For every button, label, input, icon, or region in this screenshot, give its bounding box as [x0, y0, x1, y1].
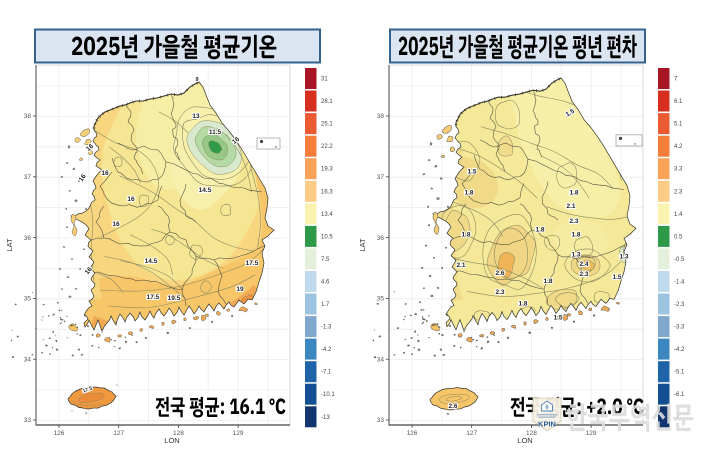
svg-text:-4.2: -4.2 [674, 347, 685, 353]
svg-text:LON: LON [164, 436, 179, 445]
svg-text:5.1: 5.1 [674, 122, 683, 128]
svg-text:7.5: 7.5 [321, 257, 330, 263]
svg-text:129: 129 [586, 430, 597, 437]
svg-text:17.5: 17.5 [246, 260, 259, 267]
svg-text:-7.1: -7.1 [321, 370, 332, 376]
svg-text:13: 13 [192, 113, 200, 120]
svg-text:2.6: 2.6 [448, 403, 457, 410]
svg-text:19.5: 19.5 [168, 295, 181, 302]
svg-text:4.6: 4.6 [321, 280, 330, 286]
svg-text:2.6: 2.6 [495, 270, 504, 277]
svg-text:4.2: 4.2 [674, 144, 683, 150]
svg-text:126: 126 [54, 430, 65, 437]
svg-text:-2.3: -2.3 [674, 302, 685, 308]
svg-text:1.8: 1.8 [518, 300, 527, 307]
svg-text:-1.3: -1.3 [321, 325, 332, 331]
svg-text:19: 19 [236, 286, 244, 293]
svg-text:22.2: 22.2 [321, 144, 333, 150]
svg-text:9: 9 [195, 77, 198, 83]
svg-text:1.5: 1.5 [467, 168, 476, 175]
svg-text:1.4: 1.4 [674, 212, 683, 218]
svg-text:2.1: 2.1 [566, 203, 575, 210]
svg-text:2.4: 2.4 [579, 261, 588, 268]
svg-text:11.5: 11.5 [209, 129, 222, 136]
svg-text:LON: LON [517, 436, 532, 445]
svg-text:127: 127 [113, 430, 124, 437]
svg-text:38: 38 [377, 113, 385, 120]
svg-text:14.5: 14.5 [199, 187, 212, 194]
svg-text:36: 36 [24, 235, 32, 242]
svg-text:36: 36 [377, 235, 385, 242]
svg-text:-3.3: -3.3 [674, 325, 685, 331]
svg-text:28.1: 28.1 [321, 99, 333, 105]
svg-text:2.1: 2.1 [456, 262, 465, 269]
svg-text:19.3: 19.3 [321, 167, 333, 173]
svg-text:2.3: 2.3 [579, 271, 588, 278]
svg-text:37: 37 [377, 174, 385, 181]
svg-text:16: 16 [101, 170, 109, 177]
svg-text:6.1: 6.1 [674, 99, 683, 105]
svg-text:-6.1: -6.1 [674, 392, 685, 398]
svg-text:38: 38 [24, 113, 32, 120]
svg-text:14.5: 14.5 [145, 258, 158, 265]
svg-text:-4.2: -4.2 [321, 347, 332, 353]
svg-text:35: 35 [24, 296, 32, 303]
svg-text:KPIN: KPIN [538, 420, 556, 429]
svg-text:1.8: 1.8 [571, 231, 580, 238]
svg-text:2.3: 2.3 [569, 218, 578, 225]
svg-text:31: 31 [321, 77, 328, 83]
svg-text:1.7: 1.7 [321, 302, 330, 308]
svg-text:LAT: LAT [5, 238, 14, 252]
svg-text:-5.1: -5.1 [674, 370, 685, 376]
svg-text:17.5: 17.5 [147, 294, 160, 301]
svg-text:35: 35 [377, 296, 385, 303]
svg-text:1.8: 1.8 [464, 190, 473, 197]
svg-text:3.3: 3.3 [674, 167, 683, 173]
svg-text:1.8: 1.8 [461, 231, 470, 238]
svg-text:1.8: 1.8 [543, 278, 552, 285]
svg-text:126: 126 [407, 430, 418, 437]
svg-text:1.3: 1.3 [619, 254, 628, 261]
svg-text:33: 33 [377, 417, 385, 424]
svg-text:1.8: 1.8 [535, 226, 544, 233]
svg-text:0.5: 0.5 [674, 234, 683, 240]
svg-text:LAT: LAT [358, 238, 367, 252]
svg-text:127: 127 [466, 430, 477, 437]
svg-text:34: 34 [24, 356, 32, 363]
svg-text:16: 16 [112, 221, 120, 228]
svg-text:25.1: 25.1 [321, 122, 333, 128]
svg-text:2.3: 2.3 [495, 289, 504, 296]
svg-text:16: 16 [127, 196, 135, 203]
svg-text:-10.1: -10.1 [321, 392, 335, 398]
svg-text:1.5: 1.5 [612, 274, 621, 281]
svg-text:-1.4: -1.4 [674, 280, 685, 286]
svg-text:1.5: 1.5 [553, 315, 562, 322]
svg-text:34: 34 [377, 356, 385, 363]
svg-text:16.3: 16.3 [321, 189, 333, 195]
svg-text:37: 37 [24, 174, 32, 181]
svg-text:33: 33 [24, 417, 32, 424]
svg-text:10.5: 10.5 [321, 234, 333, 240]
svg-text:13.4: 13.4 [321, 212, 333, 218]
svg-text:129: 129 [233, 430, 244, 437]
svg-text:2.3: 2.3 [674, 189, 683, 195]
svg-text:-0.5: -0.5 [674, 257, 685, 263]
svg-text:1.8: 1.8 [569, 190, 578, 197]
svg-text:1.3: 1.3 [571, 252, 580, 259]
svg-text:-13: -13 [321, 415, 330, 421]
